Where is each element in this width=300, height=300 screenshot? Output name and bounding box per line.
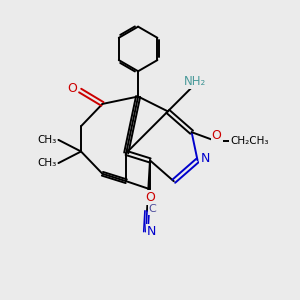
Text: CH₂CH₃: CH₂CH₃ [230,136,269,146]
Text: N: N [200,152,210,164]
Text: CH₃: CH₃ [37,158,56,168]
Text: O: O [145,191,155,204]
Text: NH₂: NH₂ [184,75,206,88]
Text: C: C [148,204,156,214]
Text: CH₃: CH₃ [37,135,56,145]
Text: N: N [146,225,156,238]
Text: O: O [67,82,77,95]
Text: O: O [212,129,221,142]
